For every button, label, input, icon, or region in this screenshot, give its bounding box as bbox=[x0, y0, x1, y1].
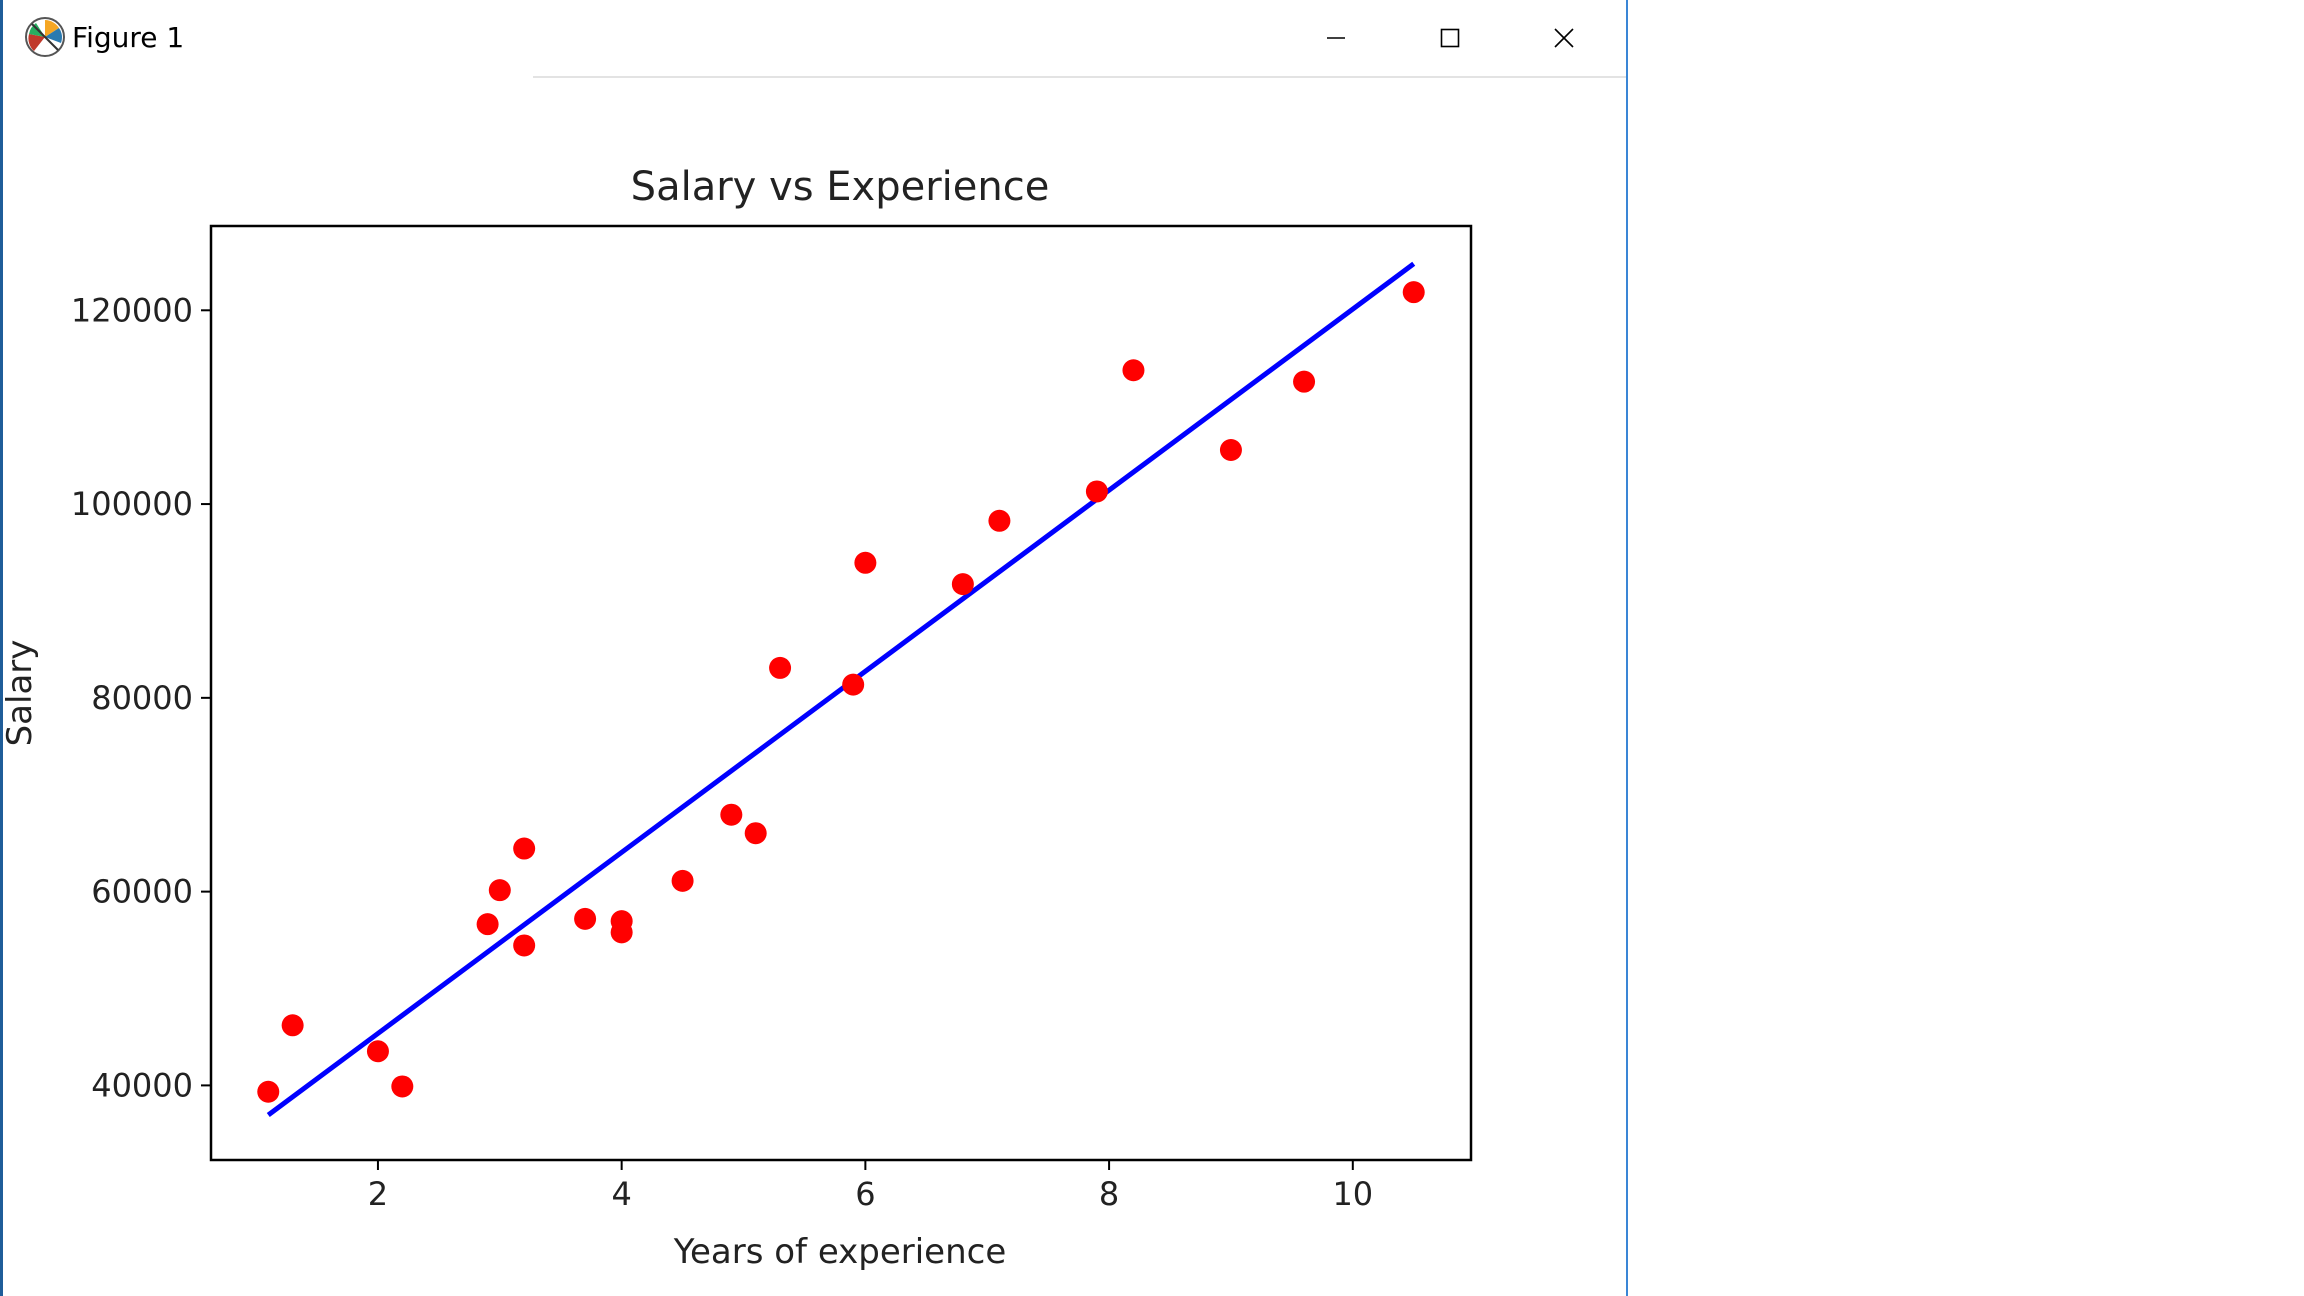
scatter-point bbox=[1293, 370, 1316, 393]
y-tick-label: 60000 bbox=[91, 873, 193, 911]
y-tick-label: 40000 bbox=[91, 1066, 193, 1104]
x-axis-label: Years of experience bbox=[673, 1232, 1007, 1272]
figure-window: Figure 1 Salary vs Experience 2 4 6 8 10 400… bbox=[0, 0, 1628, 1296]
x-tick-label: 10 bbox=[1332, 1175, 1373, 1213]
scatter-point bbox=[257, 1080, 280, 1103]
y-tick-label: 100000 bbox=[71, 485, 193, 523]
y-tick-label: 120000 bbox=[71, 291, 193, 329]
scatter-point bbox=[488, 879, 511, 902]
matplotlib-logo-icon bbox=[25, 17, 65, 57]
close-icon bbox=[1554, 28, 1574, 48]
scatter-point bbox=[513, 934, 536, 957]
axes-frame bbox=[209, 224, 1473, 1162]
x-axis-ticks: 2 4 6 8 10 bbox=[368, 1160, 1373, 1213]
x-tick-label: 6 bbox=[855, 1175, 875, 1213]
title-bar-divider bbox=[533, 76, 1626, 78]
minimize-button[interactable] bbox=[1280, 0, 1392, 76]
scatter-point bbox=[574, 907, 597, 930]
maximize-button[interactable] bbox=[1394, 0, 1506, 76]
scatter-point bbox=[842, 673, 865, 696]
series-layer bbox=[257, 261, 1425, 1117]
x-tick-label: 2 bbox=[368, 1175, 388, 1213]
y-axis-label: Salary bbox=[3, 640, 40, 747]
scatter-point bbox=[769, 656, 792, 679]
scatter-point bbox=[513, 837, 536, 860]
scatter-point bbox=[720, 803, 743, 826]
scatter-point bbox=[391, 1075, 414, 1098]
scatter-point bbox=[854, 551, 877, 574]
figure-background bbox=[3, 78, 1623, 1296]
scatter-plot: Salary vs Experience 2 4 6 8 10 40000 60000 80… bbox=[3, 78, 1623, 1296]
x-tick-label: 8 bbox=[1099, 1175, 1119, 1213]
scatter-point bbox=[1085, 480, 1108, 503]
scatter-point bbox=[744, 822, 767, 845]
maximize-icon bbox=[1440, 28, 1460, 48]
minimize-icon bbox=[1327, 37, 1345, 39]
scatter-point bbox=[988, 509, 1011, 532]
scatter-point bbox=[1402, 281, 1425, 304]
scatter-point bbox=[610, 921, 633, 944]
close-button[interactable] bbox=[1508, 0, 1620, 76]
x-tick-label: 4 bbox=[611, 1175, 631, 1213]
scatter-point bbox=[476, 913, 499, 936]
y-axis-ticks: 40000 60000 80000 100000 120000 bbox=[71, 291, 211, 1104]
scatter-point bbox=[1219, 438, 1242, 461]
scatter-point bbox=[1122, 359, 1145, 382]
title-bar[interactable]: Figure 1 bbox=[3, 0, 1626, 76]
scatter-point bbox=[366, 1040, 389, 1063]
scatter-point bbox=[281, 1014, 304, 1037]
regression-line bbox=[266, 261, 1416, 1117]
scatter-point bbox=[951, 573, 974, 596]
window-title: Figure 1 bbox=[72, 21, 185, 54]
chart-title: Salary vs Experience bbox=[631, 164, 1050, 210]
scatter-point bbox=[671, 869, 694, 892]
y-tick-label: 80000 bbox=[91, 679, 193, 717]
